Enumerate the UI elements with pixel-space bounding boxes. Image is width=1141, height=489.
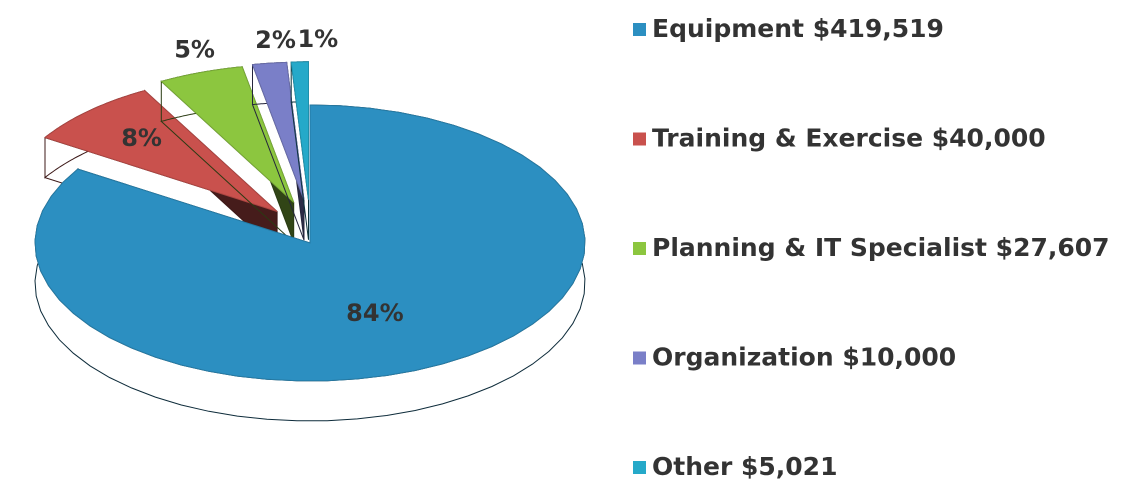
slice xyxy=(251,61,305,201)
legend-label: Other $5,021 xyxy=(652,452,837,481)
legend-swatch xyxy=(633,242,646,255)
legend-label: Planning & IT Specialist $27,607 xyxy=(652,233,1110,262)
data-label: 1% xyxy=(297,25,338,53)
data-label: 84% xyxy=(346,299,403,327)
slice xyxy=(160,66,295,203)
legend-swatch xyxy=(633,23,646,36)
data-label: 8% xyxy=(121,124,162,152)
legend-swatch xyxy=(633,461,646,474)
slice xyxy=(290,61,309,200)
legend-swatch xyxy=(633,132,646,146)
legend-label: Organization $10,000 xyxy=(652,343,956,372)
legend-swatch xyxy=(633,351,646,365)
data-label: 2% xyxy=(255,26,296,54)
legend-label: Training & Exercise $40,000 xyxy=(652,124,1046,153)
slice xyxy=(43,90,278,212)
slice xyxy=(34,104,586,382)
data-label: 5% xyxy=(174,36,215,64)
legend-label: Equipment $419,519 xyxy=(652,14,944,43)
